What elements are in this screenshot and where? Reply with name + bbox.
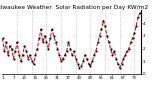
Title: Milwaukee Weather  Solar Radiation per Day KW/m2: Milwaukee Weather Solar Radiation per Da…: [0, 5, 148, 10]
